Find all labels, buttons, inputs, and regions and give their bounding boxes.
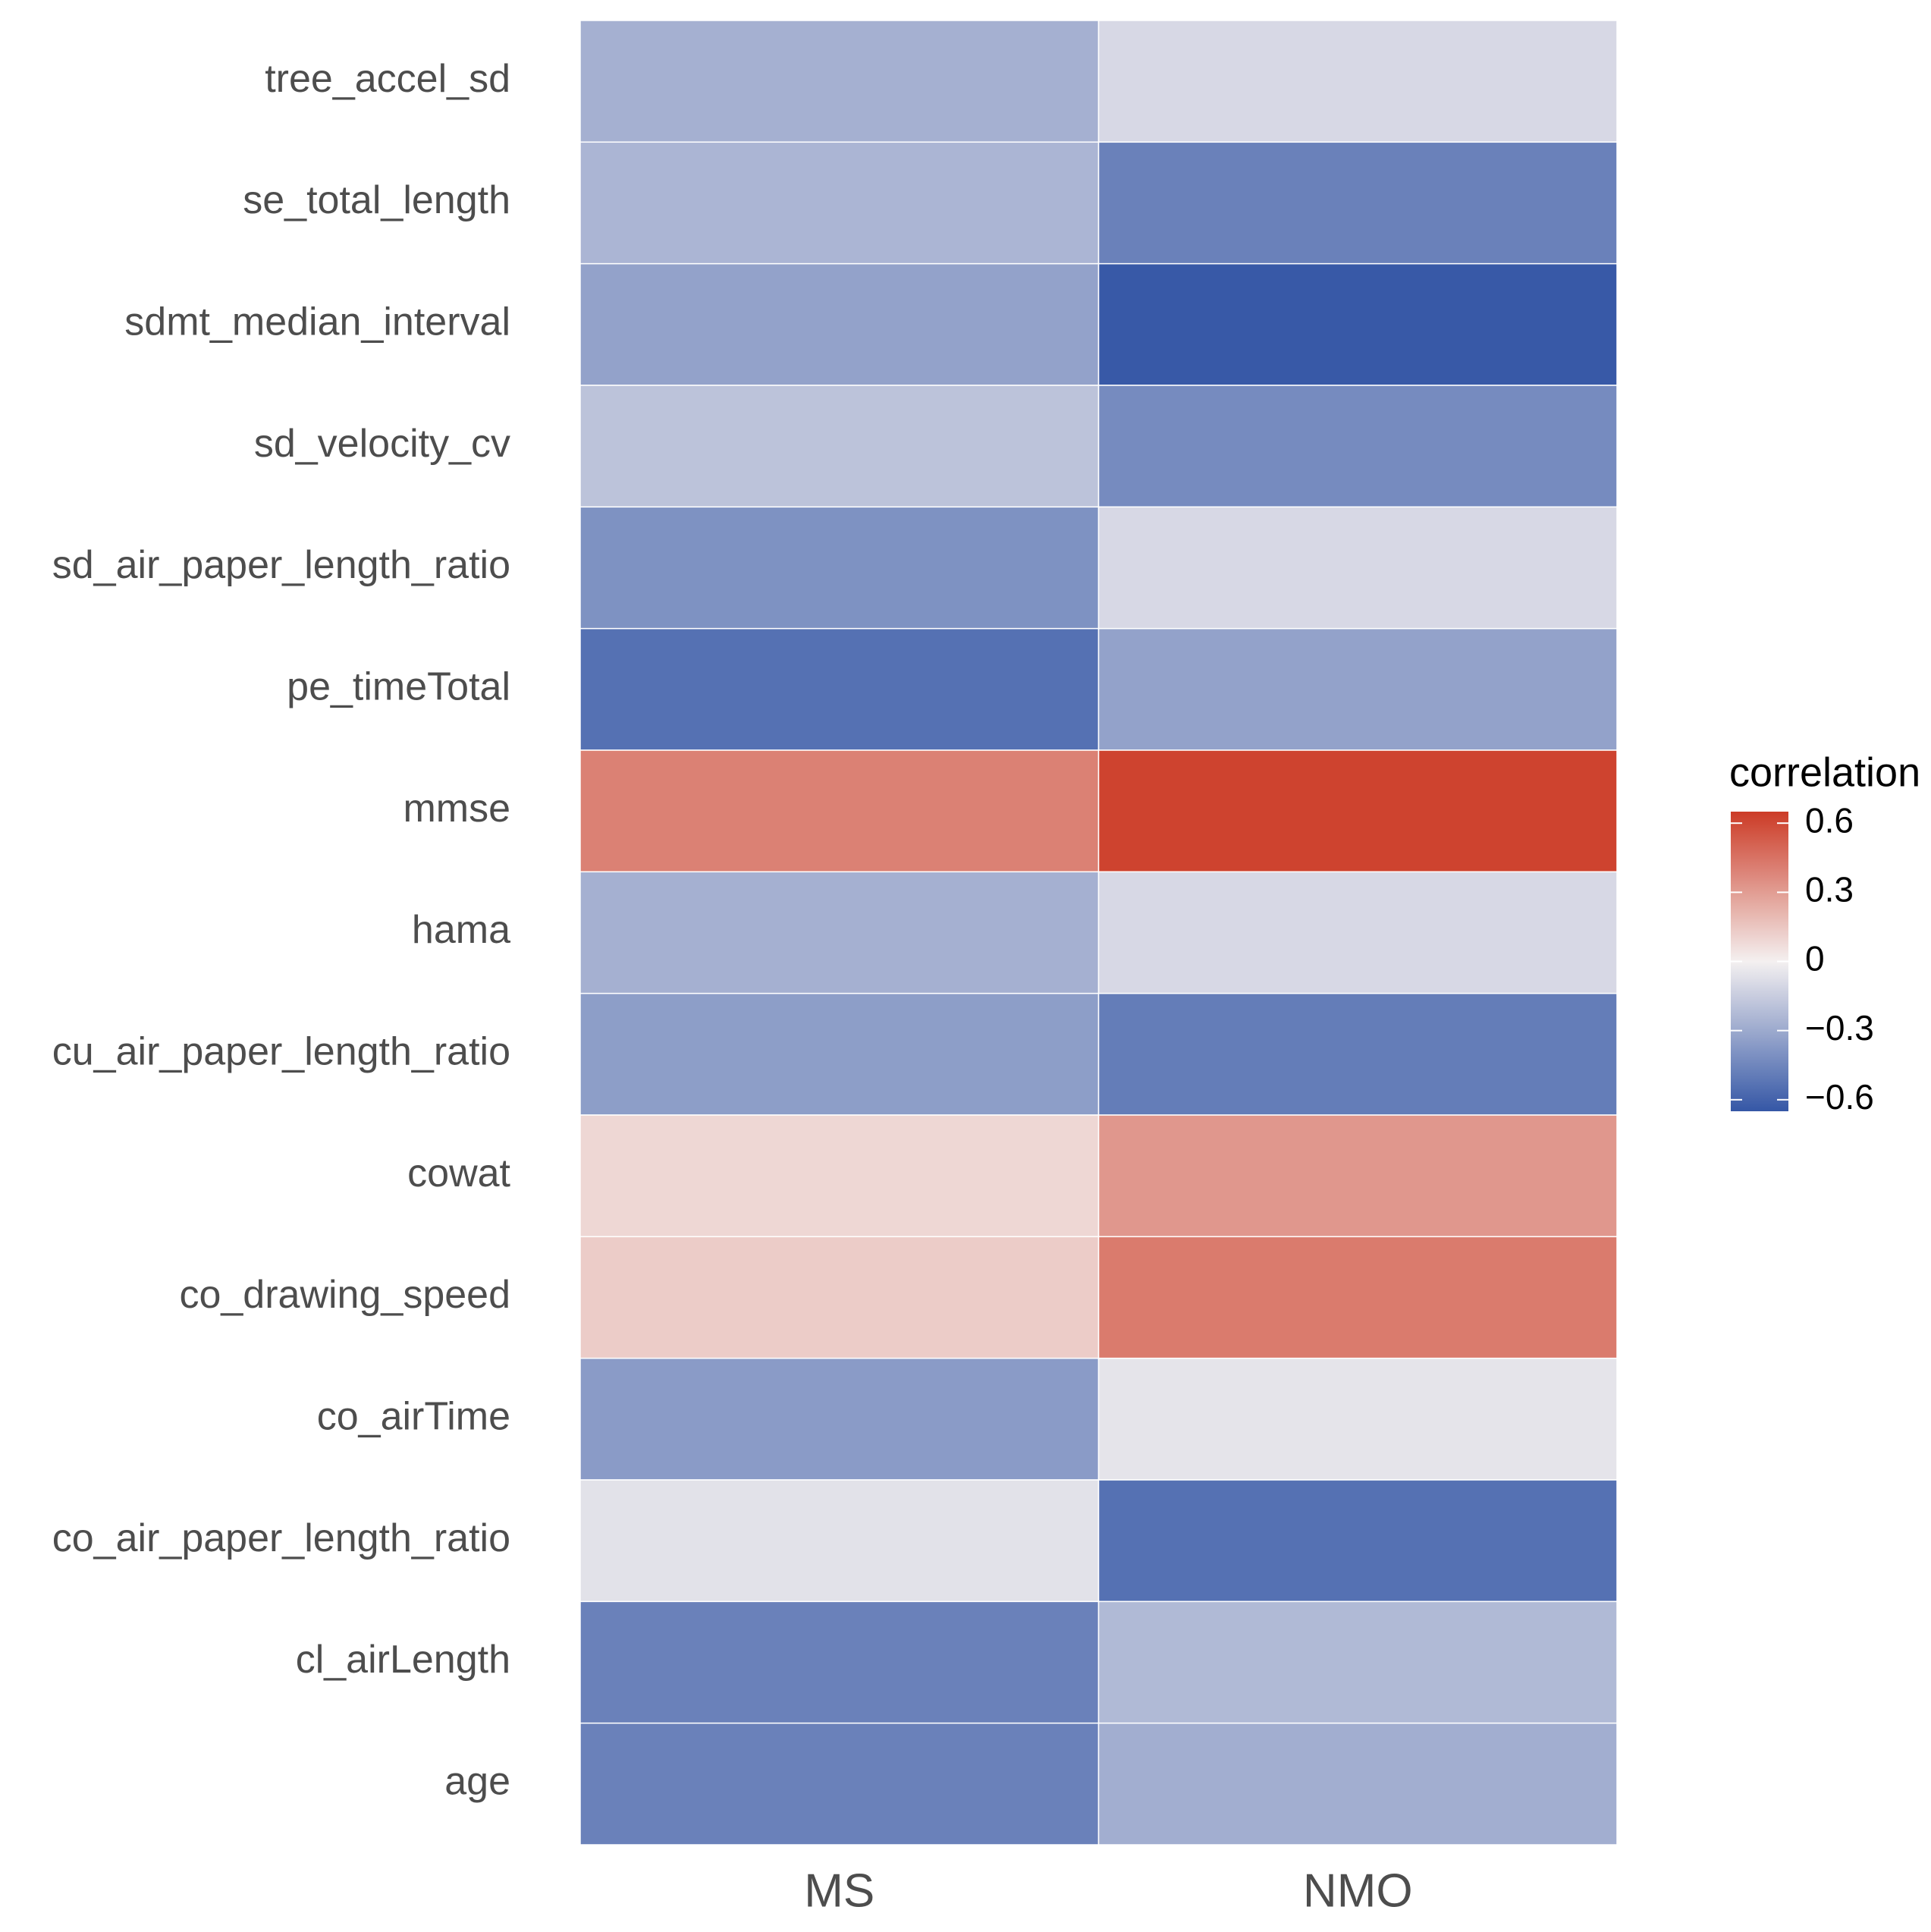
heatmap-cell-pe-timetotal-ms — [579, 627, 1100, 751]
column-label-nmo: NMO — [1303, 1864, 1413, 1917]
row-label-tree-accel-sd: tree_accel_sd — [265, 57, 510, 101]
heatmap-cell-sd-air-paper-length-ratio-ms — [579, 506, 1100, 630]
heatmap-cell-cl-airlength-nmo — [1097, 1601, 1618, 1724]
row-label-cl-airlength: cl_airLength — [296, 1638, 510, 1682]
legend-title: correlation — [1729, 749, 1920, 795]
heatmap-cell-sdmt-median-interval-nmo — [1097, 262, 1618, 386]
row-label-age: age — [444, 1760, 510, 1804]
legend-tick-label: 0.6 — [1805, 800, 1854, 840]
heatmap-cell-tree-accel-sd-nmo — [1097, 20, 1618, 143]
legend-tick-label: 0.3 — [1805, 870, 1854, 909]
heatmap-cell-hama-nmo — [1097, 871, 1618, 994]
row-label-cu-air-paper-length-ratio: cu_air_paper_length_ratio — [52, 1030, 510, 1074]
heatmap-cell-co-drawing-speed-ms — [579, 1236, 1100, 1359]
heatmap-cell-cl-airlength-ms — [579, 1601, 1100, 1724]
heatmap-cell-sd-velocity-cv-ms — [579, 385, 1100, 508]
row-label-sdmt-median-interval: sdmt_median_interval — [124, 300, 510, 344]
heatmap-cell-sd-air-paper-length-ratio-nmo — [1097, 506, 1618, 630]
heatmap-cell-age-ms — [579, 1722, 1100, 1846]
heatmap-cell-mmse-ms — [579, 749, 1100, 873]
legend: correlation 0.6 0.3 0 −0.3 −0.6 — [1729, 749, 1920, 1117]
row-label-cowat: cowat — [407, 1151, 510, 1195]
heatmap-cells — [579, 20, 1618, 1846]
legend-tick-label: −0.3 — [1805, 1008, 1874, 1048]
heatmap-cell-cu-air-paper-length-ratio-ms — [579, 992, 1100, 1116]
legend-tick-label: 0 — [1805, 939, 1825, 979]
row-label-pe-timetotal: pe_timeTotal — [287, 665, 510, 709]
heatmap-cell-sdmt-median-interval-ms — [579, 262, 1100, 386]
heatmap-cell-pe-timetotal-nmo — [1097, 627, 1618, 751]
row-label-sd-air-paper-length-ratio: sd_air_paper_length_ratio — [52, 543, 510, 587]
legend-ticks: 0.6 0.3 0 −0.3 −0.6 — [1731, 800, 1874, 1117]
row-label-co-airtime: co_airTime — [317, 1395, 510, 1439]
heatmap-cell-cowat-nmo — [1097, 1114, 1618, 1238]
heatmap-cell-co-airtime-nmo — [1097, 1357, 1618, 1481]
heatmap-cell-cowat-ms — [579, 1114, 1100, 1238]
heatmap-cell-hama-ms — [579, 871, 1100, 994]
heatmap-cell-se-total-length-ms — [579, 141, 1100, 265]
heatmap-cell-co-drawing-speed-nmo — [1097, 1236, 1618, 1359]
row-label-mmse: mmse — [403, 787, 510, 831]
heatmap-cell-co-air-paper-length-ratio-nmo — [1097, 1479, 1618, 1603]
row-label-se-total-length: se_total_length — [243, 178, 510, 222]
heatmap-cell-se-total-length-nmo — [1097, 141, 1618, 265]
row-label-co-drawing-speed: co_drawing_speed — [179, 1273, 510, 1317]
heatmap-cell-co-airtime-ms — [579, 1357, 1100, 1481]
heatmap-cell-tree-accel-sd-ms — [579, 20, 1100, 143]
row-labels: tree_accel_sd se_total_length sdmt_median_… — [52, 57, 511, 1804]
column-label-ms: MS — [804, 1864, 874, 1917]
legend-tick-label: −0.6 — [1805, 1077, 1874, 1117]
row-label-hama: hama — [412, 908, 510, 952]
heatmap-cell-age-nmo — [1097, 1722, 1618, 1846]
row-label-sd-velocity-cv: sd_velocity_cv — [254, 422, 510, 466]
row-label-co-air-paper-length-ratio: co_air_paper_length_ratio — [52, 1516, 510, 1560]
heatmap-cell-co-air-paper-length-ratio-ms — [579, 1479, 1100, 1603]
heatmap-cell-sd-velocity-cv-nmo — [1097, 385, 1618, 508]
column-labels: MS NMO — [804, 1864, 1412, 1917]
heatmap-cell-cu-air-paper-length-ratio-nmo — [1097, 992, 1618, 1116]
heatmap-cell-mmse-nmo — [1097, 749, 1618, 873]
